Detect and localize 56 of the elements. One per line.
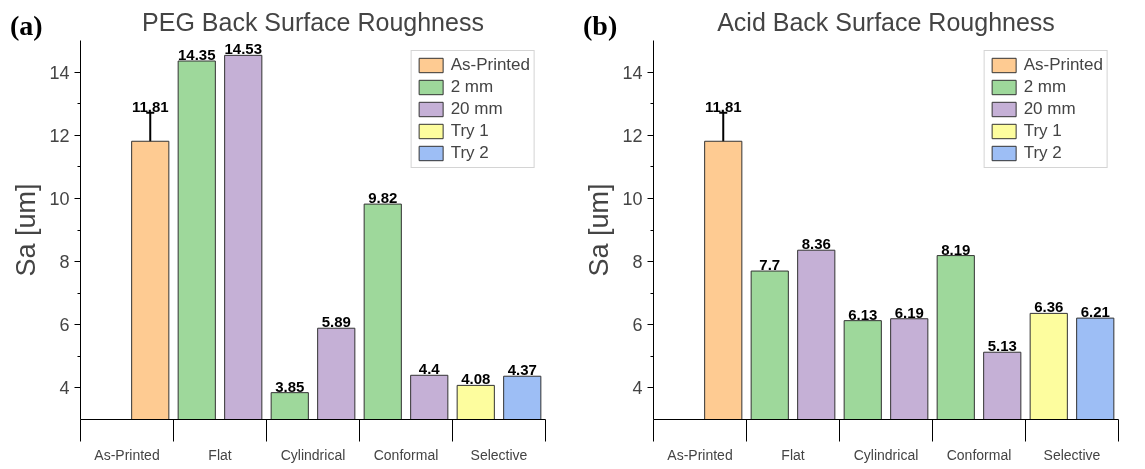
legend-label: Try 2 bbox=[1023, 143, 1062, 163]
chart-title: Acid Back Surface Roughness bbox=[717, 7, 1055, 36]
x-tick-label: Cylindrical bbox=[853, 446, 919, 463]
data-label: 7.7 bbox=[759, 256, 781, 274]
legend-label: 2 mm bbox=[1023, 77, 1067, 97]
legend-label: 20 mm bbox=[450, 99, 503, 119]
data-label: 14.53 bbox=[224, 40, 263, 58]
legend-label: As-Printed bbox=[450, 55, 530, 75]
x-tick-label: As-Printed bbox=[94, 446, 160, 463]
y-axis-title: Sa [um] bbox=[584, 183, 615, 277]
y-tick-label: 8 bbox=[632, 252, 643, 273]
y-tick-label: 12 bbox=[49, 125, 70, 146]
data-label: 4.08 bbox=[461, 370, 491, 388]
data-label: 5.89 bbox=[321, 313, 351, 331]
x-tick-label: Cylindrical bbox=[280, 446, 346, 463]
legend-label: Try 1 bbox=[1023, 121, 1062, 141]
y-tick-label: 4 bbox=[59, 378, 70, 399]
legend-label: 20 mm bbox=[1023, 99, 1076, 119]
y-tick-label: 8 bbox=[59, 252, 70, 273]
data-label: 6.36 bbox=[1034, 298, 1064, 316]
data-label: 6.19 bbox=[894, 303, 924, 321]
data-label: 14.35 bbox=[177, 46, 216, 64]
legend-label: 2 mm bbox=[450, 77, 494, 97]
y-tick-label: 4 bbox=[632, 378, 643, 399]
legend-label: Try 1 bbox=[450, 121, 489, 141]
x-tick-label: Flat bbox=[208, 446, 232, 463]
data-label: 4.4 bbox=[418, 360, 441, 378]
y-tick-label: 14 bbox=[622, 62, 643, 83]
data-label: 5.13 bbox=[987, 337, 1017, 355]
data-label: 6.13 bbox=[848, 305, 878, 323]
y-tick-label: 6 bbox=[59, 315, 70, 336]
y-tick-label: 14 bbox=[49, 62, 70, 83]
x-tick-label: Conformal bbox=[946, 446, 1012, 463]
legend-label: Try 2 bbox=[450, 143, 489, 163]
data-label: 3.85 bbox=[275, 377, 305, 395]
x-tick-label: Selective bbox=[1043, 446, 1101, 463]
x-tick-label: As-Printed bbox=[667, 446, 733, 463]
data-label: 8.19 bbox=[941, 240, 971, 258]
data-label: 11.81 bbox=[704, 97, 742, 115]
x-tick-label: Selective bbox=[470, 446, 528, 463]
x-tick-label: Conformal bbox=[373, 446, 439, 463]
chart-title: PEG Back Surface Roughness bbox=[142, 7, 484, 36]
y-tick-label: 12 bbox=[622, 125, 643, 146]
data-label: 8.36 bbox=[801, 235, 831, 253]
data-label: 9.82 bbox=[368, 189, 398, 207]
y-tick-label: 10 bbox=[49, 188, 70, 209]
data-label: 6.21 bbox=[1080, 303, 1110, 321]
x-tick-label: Flat bbox=[781, 446, 805, 463]
legend-label: As-Printed bbox=[1023, 55, 1103, 75]
text: (b) bbox=[583, 9, 618, 43]
data-label: 4.37 bbox=[507, 361, 537, 379]
y-tick-label: 6 bbox=[632, 315, 643, 336]
y-tick-label: 10 bbox=[622, 188, 643, 209]
text: (a) bbox=[10, 9, 43, 43]
data-label: 11.81 bbox=[131, 97, 169, 115]
y-axis-title: Sa [um] bbox=[11, 183, 42, 277]
